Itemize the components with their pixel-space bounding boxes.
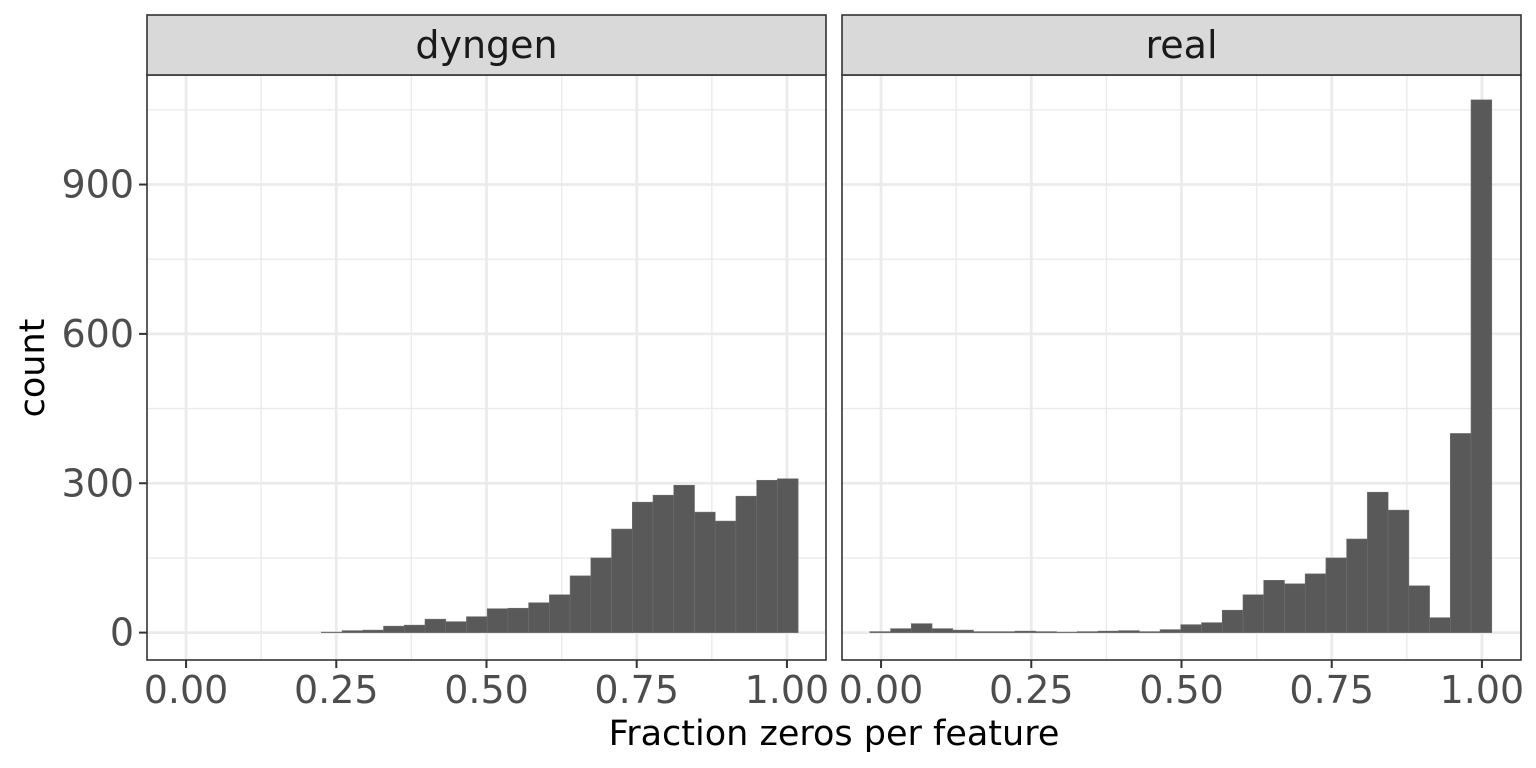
y-tick-label: 900 bbox=[61, 163, 134, 207]
panel-real: real 0.00 0.25 0.50 0.75 1.00 bbox=[839, 14, 1525, 712]
histogram-bar bbox=[673, 484, 695, 633]
histogram-bar bbox=[1242, 594, 1265, 633]
histogram-bar bbox=[569, 575, 592, 633]
histogram-bar bbox=[549, 594, 571, 633]
histogram-bar bbox=[1056, 631, 1078, 633]
histogram-bar bbox=[1201, 622, 1223, 633]
histogram-bar bbox=[735, 495, 757, 633]
histogram-bar bbox=[869, 631, 891, 633]
histogram-bar bbox=[756, 479, 778, 633]
histogram-bar bbox=[632, 501, 654, 633]
x-tick-label: 1.00 bbox=[745, 668, 830, 712]
histogram-bar bbox=[931, 628, 954, 633]
x-tick-label: 0.50 bbox=[1139, 668, 1224, 712]
histogram-bar bbox=[466, 616, 488, 633]
histogram-bar bbox=[611, 528, 633, 633]
y-tick-label: 0 bbox=[110, 611, 134, 655]
histogram-bar bbox=[1097, 630, 1119, 633]
histogram-bar bbox=[1387, 509, 1410, 633]
histogram-bar bbox=[341, 630, 364, 633]
histogram-bar bbox=[1346, 538, 1368, 633]
facet-strip bbox=[841, 14, 1522, 76]
histogram-bar bbox=[1304, 573, 1327, 633]
histogram-bar bbox=[424, 618, 447, 633]
histogram-bar bbox=[890, 628, 912, 633]
y-tick-label: 300 bbox=[61, 461, 134, 505]
histogram-bar bbox=[1076, 631, 1099, 633]
x-tick-label: 0.25 bbox=[989, 668, 1074, 712]
histogram-bar bbox=[993, 631, 1016, 633]
histogram-bar bbox=[1035, 631, 1057, 633]
histogram-bar bbox=[1429, 617, 1451, 633]
histogram-bar bbox=[1470, 99, 1493, 633]
histogram-bar bbox=[973, 631, 995, 633]
histogram-bar bbox=[507, 607, 529, 633]
x-tick-label: 0.75 bbox=[594, 668, 679, 712]
x-axis-title: Fraction zeros per feature bbox=[609, 714, 1060, 754]
facet-strip-label: dyngen bbox=[415, 23, 557, 67]
panels: dyngen 0.00 0.25 0.50 0.75 1.00 real 0.00 0.25 0.… bbox=[144, 14, 1525, 712]
histogram-bar bbox=[1284, 583, 1306, 633]
y-tick-label: 600 bbox=[61, 312, 134, 356]
histogram-bar bbox=[1408, 585, 1430, 633]
histogram-bar bbox=[694, 511, 716, 633]
histogram-bar bbox=[714, 520, 737, 633]
x-tick-label: 0.00 bbox=[839, 668, 924, 712]
histogram-bar bbox=[403, 624, 426, 633]
x-tick-label: 0.75 bbox=[1289, 668, 1374, 712]
histogram-bar bbox=[1014, 630, 1036, 633]
histogram-bar bbox=[1367, 491, 1389, 633]
histogram-bar bbox=[528, 602, 550, 633]
x-tick-label: 0.00 bbox=[144, 668, 229, 712]
histogram-bar bbox=[445, 621, 467, 633]
histogram-bar bbox=[1159, 629, 1182, 633]
y-axis: 0 300 600 900 bbox=[61, 163, 147, 655]
histogram-bar bbox=[1450, 433, 1472, 633]
histogram-bar bbox=[1325, 557, 1347, 633]
facet-strip bbox=[146, 14, 827, 76]
histogram-bar bbox=[383, 625, 405, 633]
x-tick-label: 0.25 bbox=[294, 668, 379, 712]
histogram-bar bbox=[1118, 630, 1140, 633]
histogram-bar bbox=[1221, 609, 1244, 633]
histogram-bar bbox=[952, 629, 974, 633]
histogram-bar bbox=[1180, 624, 1202, 633]
histogram-bar bbox=[777, 478, 799, 633]
histogram-bar bbox=[362, 629, 384, 633]
histogram-bar bbox=[1139, 631, 1161, 633]
x-tick-label: 0.50 bbox=[444, 668, 529, 712]
panel-dyngen: dyngen 0.00 0.25 0.50 0.75 1.00 bbox=[144, 14, 830, 712]
histogram-bar bbox=[1263, 580, 1285, 633]
histogram-bar bbox=[486, 608, 509, 633]
y-axis-title: count bbox=[13, 319, 53, 418]
histogram-bar bbox=[590, 557, 612, 633]
facet-strip-label: real bbox=[1145, 23, 1217, 67]
histogram-bar bbox=[652, 494, 675, 633]
histogram-bar bbox=[321, 631, 343, 633]
x-tick-label: 1.00 bbox=[1440, 668, 1525, 712]
histogram-bar bbox=[911, 623, 933, 633]
